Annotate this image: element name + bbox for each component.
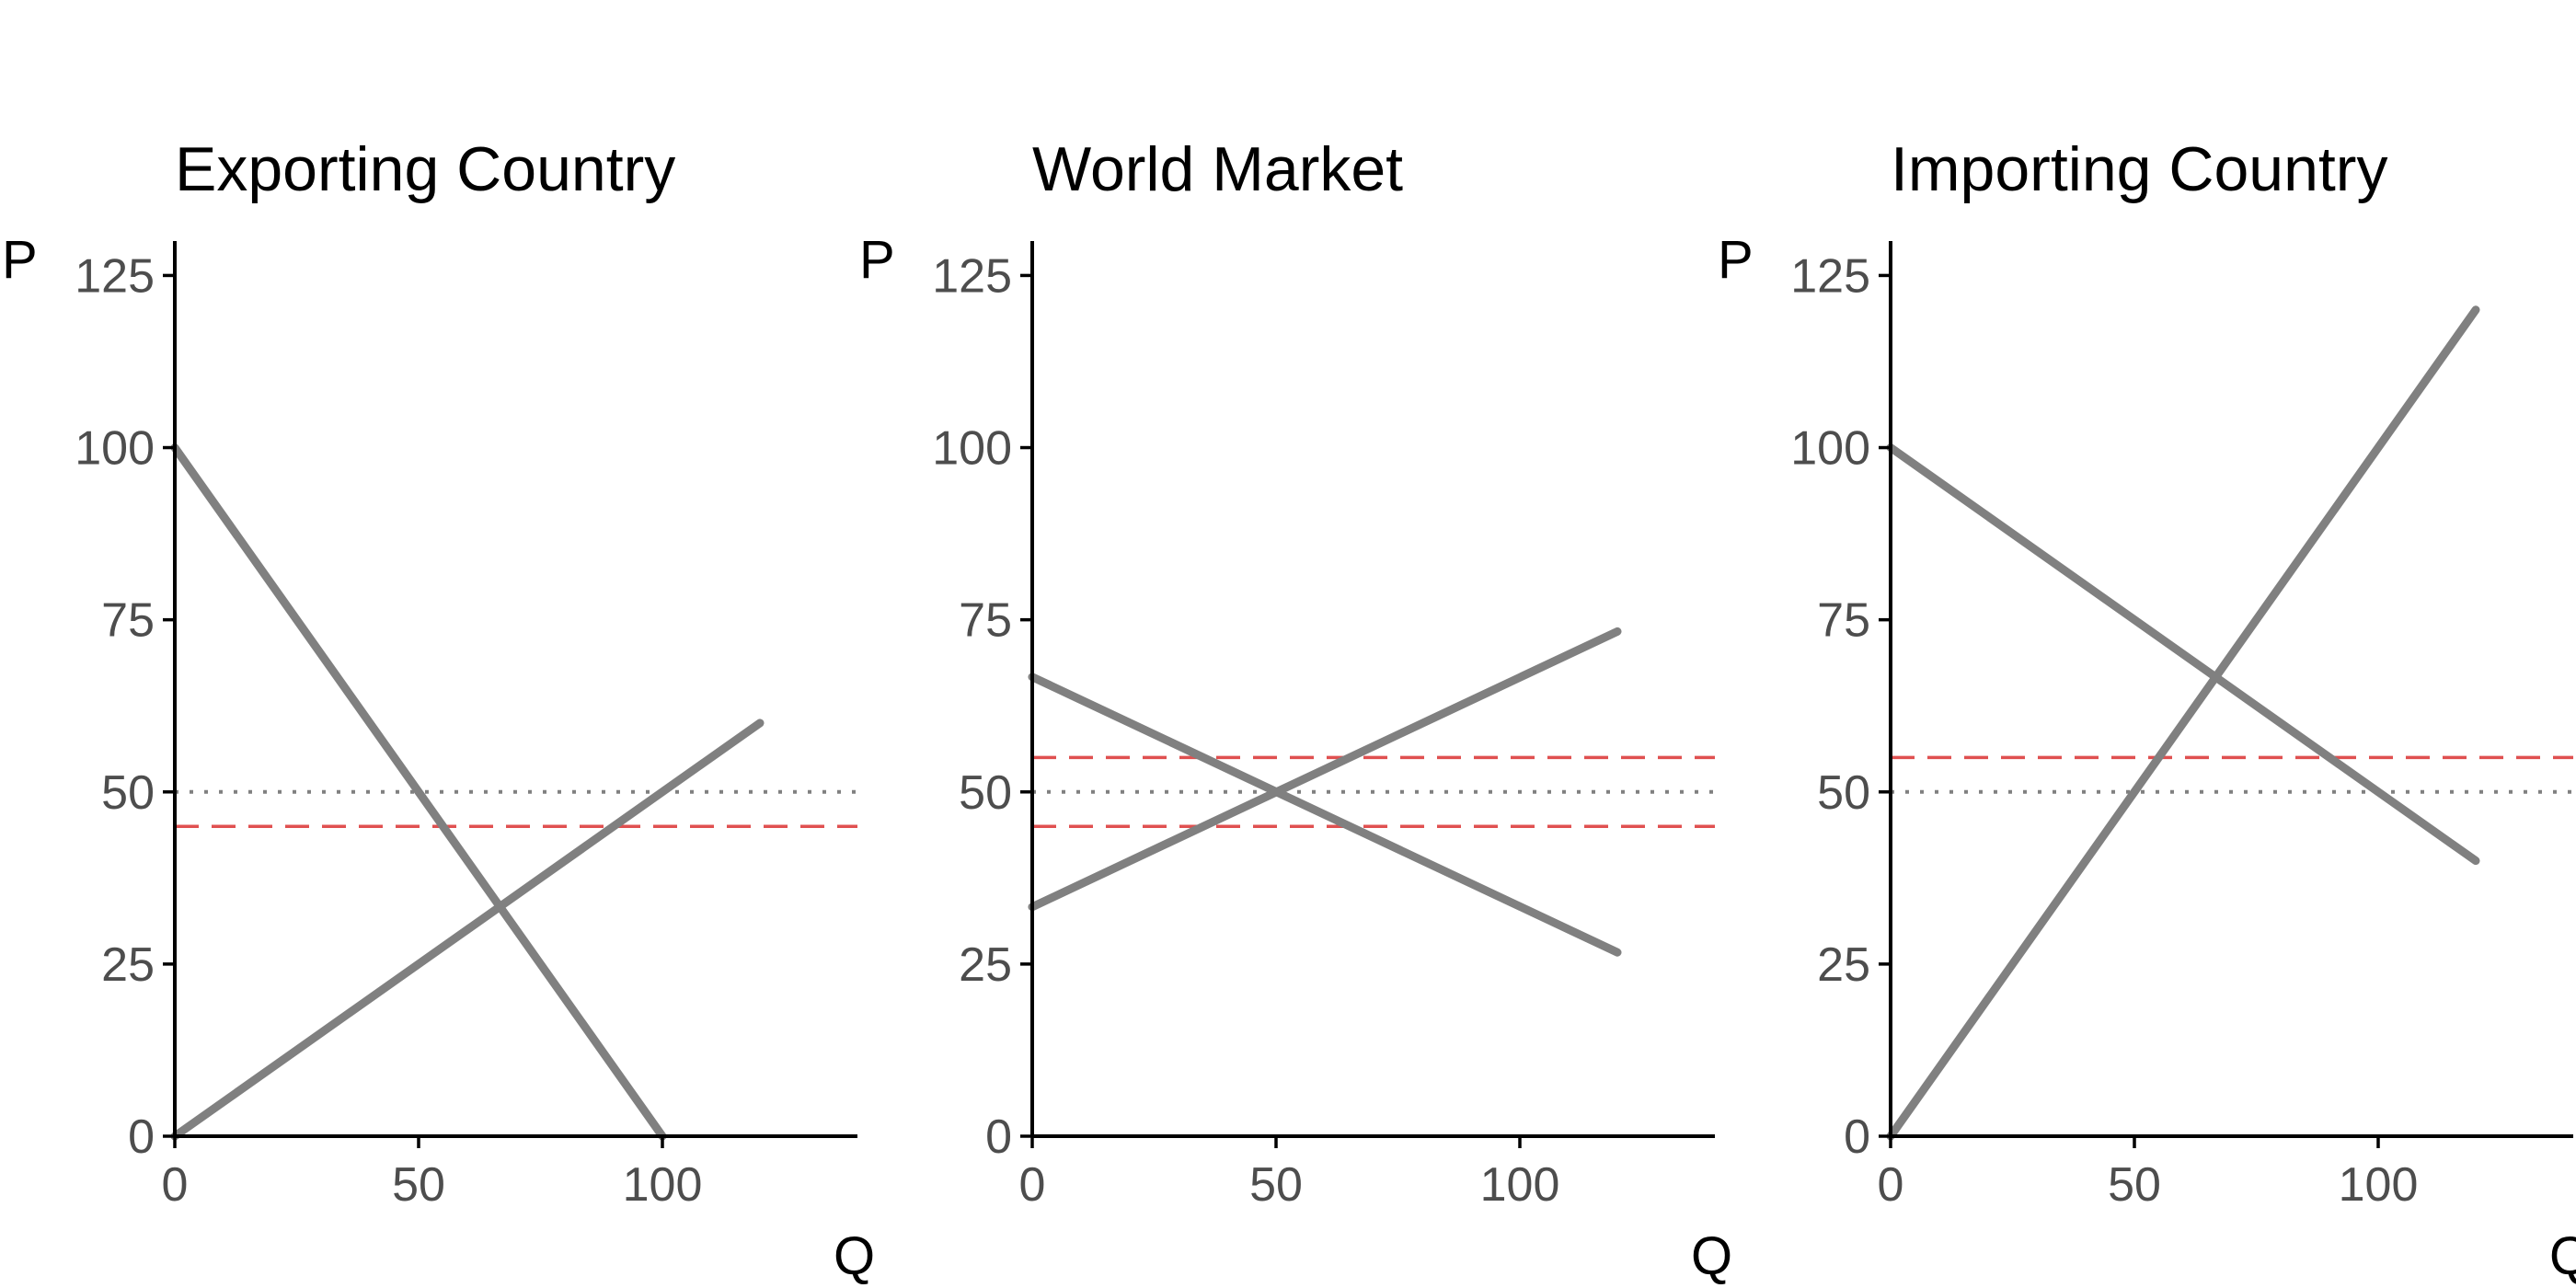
y-tick-label: 100 bbox=[1790, 422, 1870, 476]
y-tick-label: 0 bbox=[985, 1110, 1012, 1164]
y-tick-label: 75 bbox=[959, 594, 1012, 648]
x-axis-label: Q bbox=[1691, 1226, 1732, 1286]
x-tick-label: 0 bbox=[1019, 1158, 1046, 1212]
x-tick-label: 0 bbox=[162, 1158, 189, 1212]
y-axis-label: P bbox=[2, 230, 38, 290]
panel-importing-country: Importing Country P Q 0 25 50 75 100 125 0 50 10… bbox=[1718, 134, 2576, 1286]
y-tick-label: 75 bbox=[1817, 594, 1870, 648]
y-tick-label: 75 bbox=[101, 594, 155, 648]
y-tick-label: 25 bbox=[959, 938, 1012, 992]
y-tick-label: 100 bbox=[75, 422, 155, 476]
panel-world-market: World Market P Q 0 25 50 75 100 125 0 50 100 bbox=[859, 134, 1732, 1286]
panel-title: World Market bbox=[1032, 134, 1403, 204]
y-tick-label: 50 bbox=[1817, 766, 1870, 820]
x-tick-label: 100 bbox=[623, 1158, 703, 1212]
y-tick-label: 25 bbox=[101, 938, 155, 992]
demand-curve bbox=[1028, 673, 1622, 957]
demand-curve bbox=[1886, 443, 2480, 866]
y-tick-label: 125 bbox=[1790, 249, 1870, 303]
x-tick-label: 100 bbox=[1480, 1158, 1560, 1212]
x-tick-label: 0 bbox=[1878, 1158, 1904, 1212]
plot-area: 0 25 50 75 100 125 0 50 100 bbox=[1790, 241, 2573, 1212]
y-tick-label: 25 bbox=[1817, 938, 1870, 992]
supply-curve bbox=[1886, 305, 2480, 1141]
y-tick-label: 50 bbox=[101, 766, 155, 820]
x-axis-label: Q bbox=[2549, 1226, 2576, 1286]
y-tick-label: 125 bbox=[932, 249, 1012, 303]
x-tick-label: 50 bbox=[392, 1158, 445, 1212]
panel-title: Exporting Country bbox=[175, 134, 675, 204]
plot-area: 0 25 50 75 100 125 0 50 100 bbox=[932, 241, 1715, 1212]
panel-title: Importing Country bbox=[1891, 134, 2387, 204]
y-tick-label: 0 bbox=[1844, 1110, 1870, 1164]
y-axis-label: P bbox=[859, 230, 895, 290]
supply-curve bbox=[170, 719, 765, 1141]
plot-area: 0 25 50 75 100 125 0 50 100 bbox=[75, 241, 857, 1212]
y-tick-label: 100 bbox=[932, 422, 1012, 476]
x-tick-label: 50 bbox=[2108, 1158, 2161, 1212]
y-tick-label: 125 bbox=[75, 249, 155, 303]
x-axis-label: Q bbox=[834, 1226, 875, 1286]
x-tick-label: 50 bbox=[1249, 1158, 1303, 1212]
y-tick-label: 0 bbox=[128, 1110, 155, 1164]
supply-curve bbox=[1028, 627, 1622, 912]
panel-exporting-country: Exporting Country P Q 0 25 50 75 100 125 0 50 10… bbox=[2, 134, 875, 1286]
y-tick-label: 50 bbox=[959, 766, 1012, 820]
x-tick-label: 100 bbox=[2339, 1158, 2419, 1212]
demand-curve bbox=[170, 443, 667, 1141]
y-axis-label: P bbox=[1718, 230, 1754, 290]
